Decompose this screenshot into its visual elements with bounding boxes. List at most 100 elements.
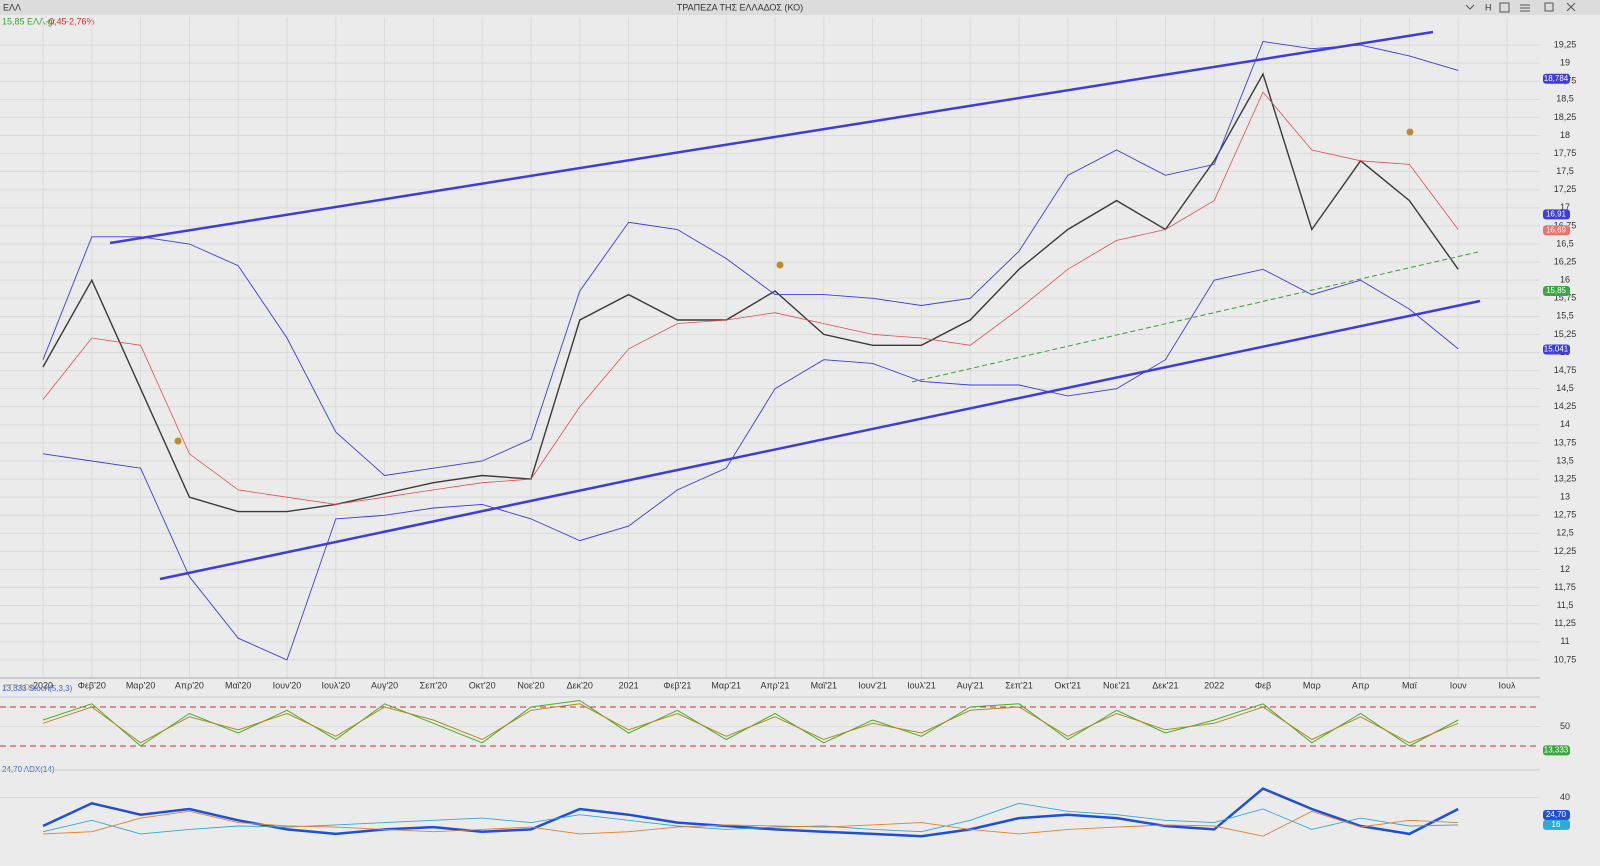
x-tick-label: Οκτ'21 [1054, 680, 1081, 690]
watermark: ZTRADE [3, 683, 35, 692]
series-line [42, 810, 1459, 837]
price-tag-label: 24,70 [1546, 810, 1567, 819]
x-tick-label: Ιουλ'20 [321, 680, 350, 690]
last-price: 15,85 ΕΛΛ.gr [2, 16, 56, 26]
price-tag-label: 16,69 [1546, 225, 1567, 234]
panel-title: 13,333 Stoch(5,3,3) [2, 684, 73, 693]
x-tick-label: 2022 [1204, 680, 1224, 690]
x-tick-label: Φεβ'20 [78, 680, 106, 690]
x-tick-label: Μαρ'21 [711, 680, 741, 690]
x-tick-label: Μαϊ'21 [811, 680, 837, 690]
series-line [42, 787, 1459, 838]
x-tick-label: Δεκ'21 [1152, 680, 1178, 690]
y-tick-label: 13,25 [1554, 473, 1577, 483]
x-tick-label: 2020 [33, 680, 53, 690]
plot: 19,251918,7518,518,251817,7517,517,25171… [0, 17, 1577, 838]
y-tick-label: 10,75 [1554, 654, 1577, 664]
y-tick-label: 17 [1560, 202, 1570, 212]
y-tick-label: 11,5 [1557, 600, 1574, 610]
x-tick-label: Αυγ'21 [957, 680, 984, 690]
series-line [42, 802, 1459, 835]
y-tick-label: 18 [1560, 130, 1570, 140]
y-tick-label: 16,5 [1556, 238, 1574, 248]
price-tag [1543, 344, 1570, 355]
y-tick-label: 15,5 [1556, 311, 1574, 321]
y-tick-label: 14 [1560, 419, 1570, 429]
y-tick-label: 13 [1560, 492, 1570, 502]
y-tick-label: 18,25 [1554, 112, 1577, 122]
x-tick-label: Οκτ'20 [469, 680, 496, 690]
lower-channel [159, 299, 1481, 581]
y-tick-label: 13,5 [1556, 455, 1574, 465]
x-tick-label: Σεπ'20 [420, 680, 448, 690]
event-marker[interactable] [776, 261, 784, 269]
x-tick-label: Μαρ'20 [126, 680, 156, 690]
x-tick-label: Μαρ [1303, 680, 1321, 690]
y-tick-label: 14,5 [1556, 383, 1574, 393]
series-line [42, 268, 1459, 661]
price-tag [1543, 745, 1570, 756]
series-line [42, 703, 1459, 744]
price-tag-label: 13,333 [1544, 745, 1569, 754]
h-button[interactable]: H [1485, 2, 1492, 12]
series-line [42, 91, 1459, 505]
symbol: ΕΛΛ [3, 2, 21, 12]
price-tag-label: 16 [1552, 820, 1561, 829]
y-tick-label: 12,5 [1556, 528, 1574, 538]
x-tick-label: Ιουλ [1499, 680, 1516, 690]
x-tick-label: Μαϊ'20 [225, 680, 251, 690]
trend-lines [109, 30, 1481, 581]
x-tick-label: Δεκ'20 [567, 680, 593, 690]
y-tick-label: 50 [1560, 721, 1570, 731]
x-tick-label: Ιουλ'21 [907, 680, 936, 690]
price-tag-label: 15,85 [1546, 286, 1567, 295]
y-tick-label: 18,5 [1556, 94, 1574, 104]
x-tick-label: Ιουν [1450, 680, 1467, 690]
x-tick-label: Μαϊ [1402, 680, 1418, 690]
y-tick-label: 17,75 [1554, 148, 1577, 158]
event-marker[interactable] [1406, 128, 1414, 136]
price-tag [1543, 73, 1570, 84]
support-line [911, 251, 1479, 383]
x-tick-label: Νοε'20 [517, 680, 544, 690]
y-tick-label: 13,75 [1554, 437, 1577, 447]
x-tick-label: 2021 [619, 680, 639, 690]
y-tick-label: 15,75 [1554, 293, 1577, 303]
price-tag-label: 16,91 [1546, 209, 1567, 218]
price-tag [1543, 819, 1570, 830]
y-tick-label: 14,25 [1554, 401, 1577, 411]
y-tick-label: 17,5 [1556, 166, 1574, 176]
y-tick-label: 19,25 [1554, 39, 1577, 49]
x-tick-label: Απρ'21 [760, 680, 789, 690]
title-bar [0, 0, 1600, 15]
x-tick-label: Φεβ'21 [663, 680, 691, 690]
y-tick-label: 12,25 [1554, 546, 1577, 556]
window-controls[interactable] [1465, 2, 1576, 13]
y-tick-label: 16,25 [1554, 256, 1577, 266]
x-tick-label: Φεβ [1255, 680, 1271, 690]
price-tag-label: 18,784 [1544, 74, 1569, 83]
change: -0,45 [46, 16, 67, 26]
series-line [42, 72, 1459, 513]
y-tick-label: 16 [1560, 275, 1570, 285]
price-tag [1543, 286, 1570, 297]
series-line [42, 41, 1459, 476]
x-tick-label: Ιουν'20 [273, 680, 302, 690]
window-title: ΤΡΑΠΕΖΑ ΤΗΣ ΕΛΛΑΔΟΣ (ΚΟ) [677, 2, 803, 12]
y-tick-label: 11 [1560, 636, 1569, 646]
price-tag [1543, 810, 1570, 821]
x-tick-label: Απρ [1352, 680, 1369, 690]
price-tag [1543, 209, 1570, 220]
event-marker[interactable] [174, 437, 182, 445]
y-tick-label: 12 [1560, 564, 1570, 574]
y-tick-label: 19 [1560, 58, 1570, 68]
x-tick-label: Νοε'21 [1103, 680, 1130, 690]
y-tick-label: 11,75 [1554, 582, 1576, 592]
x-tick-label: Απρ'20 [175, 680, 204, 690]
x-tick-label: Αυγ'20 [371, 680, 398, 690]
y-tick-label: 40 [1560, 792, 1570, 802]
x-tick-label: Σεπ'21 [1005, 680, 1033, 690]
y-tick-label: 17,25 [1554, 184, 1577, 194]
